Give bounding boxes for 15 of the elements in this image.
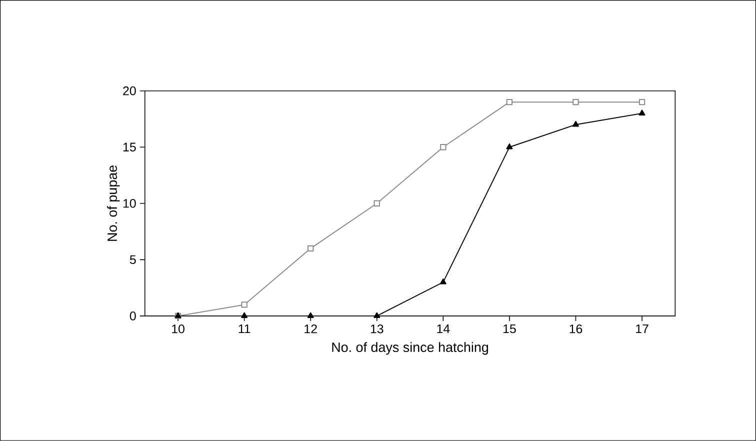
x-tick-label: 15	[503, 324, 516, 334]
y-tick-label: 20	[123, 86, 136, 96]
x-tick-label: 11	[238, 324, 250, 334]
y-tick-label: 10	[123, 199, 136, 208]
y-tick-label: 15	[123, 142, 136, 152]
x-tick-label: 13	[370, 324, 384, 334]
y-tick-label: 5	[130, 255, 136, 264]
x-axis-title: No. of days since hatching	[332, 342, 488, 355]
x-tick-label: 14	[437, 324, 450, 334]
y-tick-label: 0	[130, 312, 136, 320]
x-tick-label: 10	[172, 324, 184, 334]
x-tick-label: 12	[304, 324, 317, 334]
x-tick-label: 17	[636, 324, 648, 334]
x-tick-label: 16	[570, 324, 582, 334]
y-axis-title: No. of pupae	[107, 166, 120, 241]
